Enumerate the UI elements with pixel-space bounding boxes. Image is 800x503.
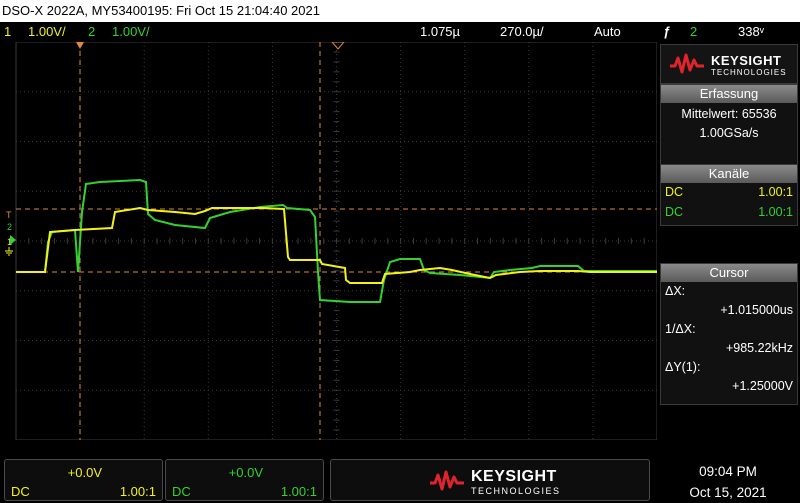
ch2-offset: +0.0V	[228, 465, 263, 480]
keysight-wave-icon	[670, 53, 704, 74]
window-title: DSO-X 2022A, MY53400195: Fri Oct 15 21:0…	[0, 0, 800, 22]
trigger-level[interactable]: 338ᵛ	[738, 24, 764, 39]
ch1-scale[interactable]: 1.00V/	[28, 24, 66, 39]
bottom-brand-name: KEYSIGHT	[471, 468, 557, 485]
trigger-position-marker[interactable]	[76, 42, 84, 49]
ch2-softkey[interactable]: +0.0V DC 1.00:1	[165, 459, 324, 501]
cursor-dx-value: +1.015000us	[720, 303, 793, 317]
cursor-dy-label-row: ΔY(1):	[661, 358, 797, 377]
keysight-logo: KEYSIGHT TECHNOLOGIES	[660, 44, 798, 84]
channels-header[interactable]: Kanäle	[661, 165, 797, 183]
ground-icon	[5, 247, 13, 256]
cursor-dx-label-row: ΔX:	[661, 282, 797, 301]
bottom-brand-sub: TECHNOLOGIES	[471, 486, 561, 496]
time-scale[interactable]: 270.0µ/	[500, 24, 544, 39]
ch1-trace	[16, 206, 657, 284]
cursor-dy-value-row: +1.25000V	[661, 377, 797, 396]
clock-date: Oct 15, 2021	[689, 485, 767, 500]
brand-name: KEYSIGHT	[711, 53, 782, 68]
ch1-number[interactable]: 1	[4, 24, 12, 39]
acquisition-panel[interactable]: Erfassung Mittelwert: 65536 1.00GSa/s	[660, 84, 798, 168]
cursor-inv-label-row: 1/ΔX:	[661, 320, 797, 339]
time-reference-marker	[331, 42, 345, 50]
cursor-dy-value: +1.25000V	[732, 379, 793, 393]
graticule	[15, 42, 657, 440]
ch1-softkey[interactable]: +0.0V DC 1.00:1	[4, 459, 163, 501]
ch1-bottom-probe: 1.00:1	[119, 484, 156, 499]
ch2-coupling: DC	[665, 205, 684, 219]
trigger-mode[interactable]: Auto	[594, 24, 621, 39]
cursor-panel[interactable]: Cursor ΔX: +1.015000us 1/ΔX: +985.22kHz …	[660, 263, 798, 405]
ch2-number[interactable]: 2	[88, 24, 96, 39]
ch2-bottom-coupling: DC	[172, 484, 191, 499]
cursor-inv-label: 1/ΔX:	[665, 322, 696, 336]
ch1-probe: 1.00:1	[758, 185, 793, 199]
cursor-header[interactable]: Cursor	[661, 264, 797, 282]
waveform-display[interactable]: T 2 1	[0, 42, 657, 440]
ch2-marker-arrow-icon	[10, 235, 16, 245]
cursor-dx-value-row: +1.015000us	[661, 301, 797, 320]
ch1-ground-marker[interactable]: 1	[7, 237, 12, 247]
trigger-level-marker[interactable]: T	[6, 210, 12, 220]
channels-panel[interactable]: Kanäle DC 1.00:1 DC 1.00:1	[660, 164, 798, 226]
status-bar: 1 1.00V/ 2 1.00V/ 1.075µ 270.0µ/ Auto ƒ …	[0, 22, 800, 42]
time-position[interactable]: 1.075µ	[420, 24, 461, 39]
ch2-scale[interactable]: 1.00V/	[112, 24, 150, 39]
ch2-probe: 1.00:1	[758, 205, 793, 219]
cursor-dy-label: ΔY(1):	[665, 360, 701, 374]
bottom-bar: +0.0V DC 1.00:1 +0.0V DC 1.00:1 KEYSIGHT…	[0, 457, 800, 503]
acquisition-header[interactable]: Erfassung	[661, 85, 797, 103]
ch2-bottom-probe: 1.00:1	[280, 484, 317, 499]
keysight-bottom-wave-icon	[430, 470, 464, 491]
ch2-trace	[16, 178, 657, 303]
side-panel: KEYSIGHT TECHNOLOGIES Erfassung Mittelwe…	[658, 42, 800, 442]
cursor-inv-value: +985.22kHz	[725, 341, 793, 355]
channel-row-2[interactable]: DC 1.00:1	[661, 203, 797, 223]
ch2-ground-marker[interactable]: 2	[7, 222, 12, 232]
ch1-coupling: DC	[665, 185, 684, 199]
clock-time: 09:04 PM	[699, 464, 757, 479]
ch1-bottom-coupling: DC	[11, 484, 30, 499]
ch1-offset: +0.0V	[67, 465, 102, 480]
acquisition-mode: Mittelwert: 65536	[681, 107, 777, 121]
trigger-edge-icon: ƒ	[663, 24, 671, 39]
cursor-dx-label: ΔX:	[665, 284, 686, 298]
sample-rate: 1.00GSa/s	[699, 126, 759, 140]
channel-row-1[interactable]: DC 1.00:1	[661, 183, 797, 203]
waveform-canvas: T 2 1	[5, 42, 657, 440]
brand-sub: TECHNOLOGIES	[711, 68, 787, 77]
cursor-inv-value-row: +985.22kHz	[661, 339, 797, 358]
trigger-source[interactable]: 2	[690, 24, 698, 39]
clock: 09:04 PM Oct 15, 2021	[668, 461, 788, 503]
keysight-bottom-logo: KEYSIGHT TECHNOLOGIES	[330, 459, 650, 501]
